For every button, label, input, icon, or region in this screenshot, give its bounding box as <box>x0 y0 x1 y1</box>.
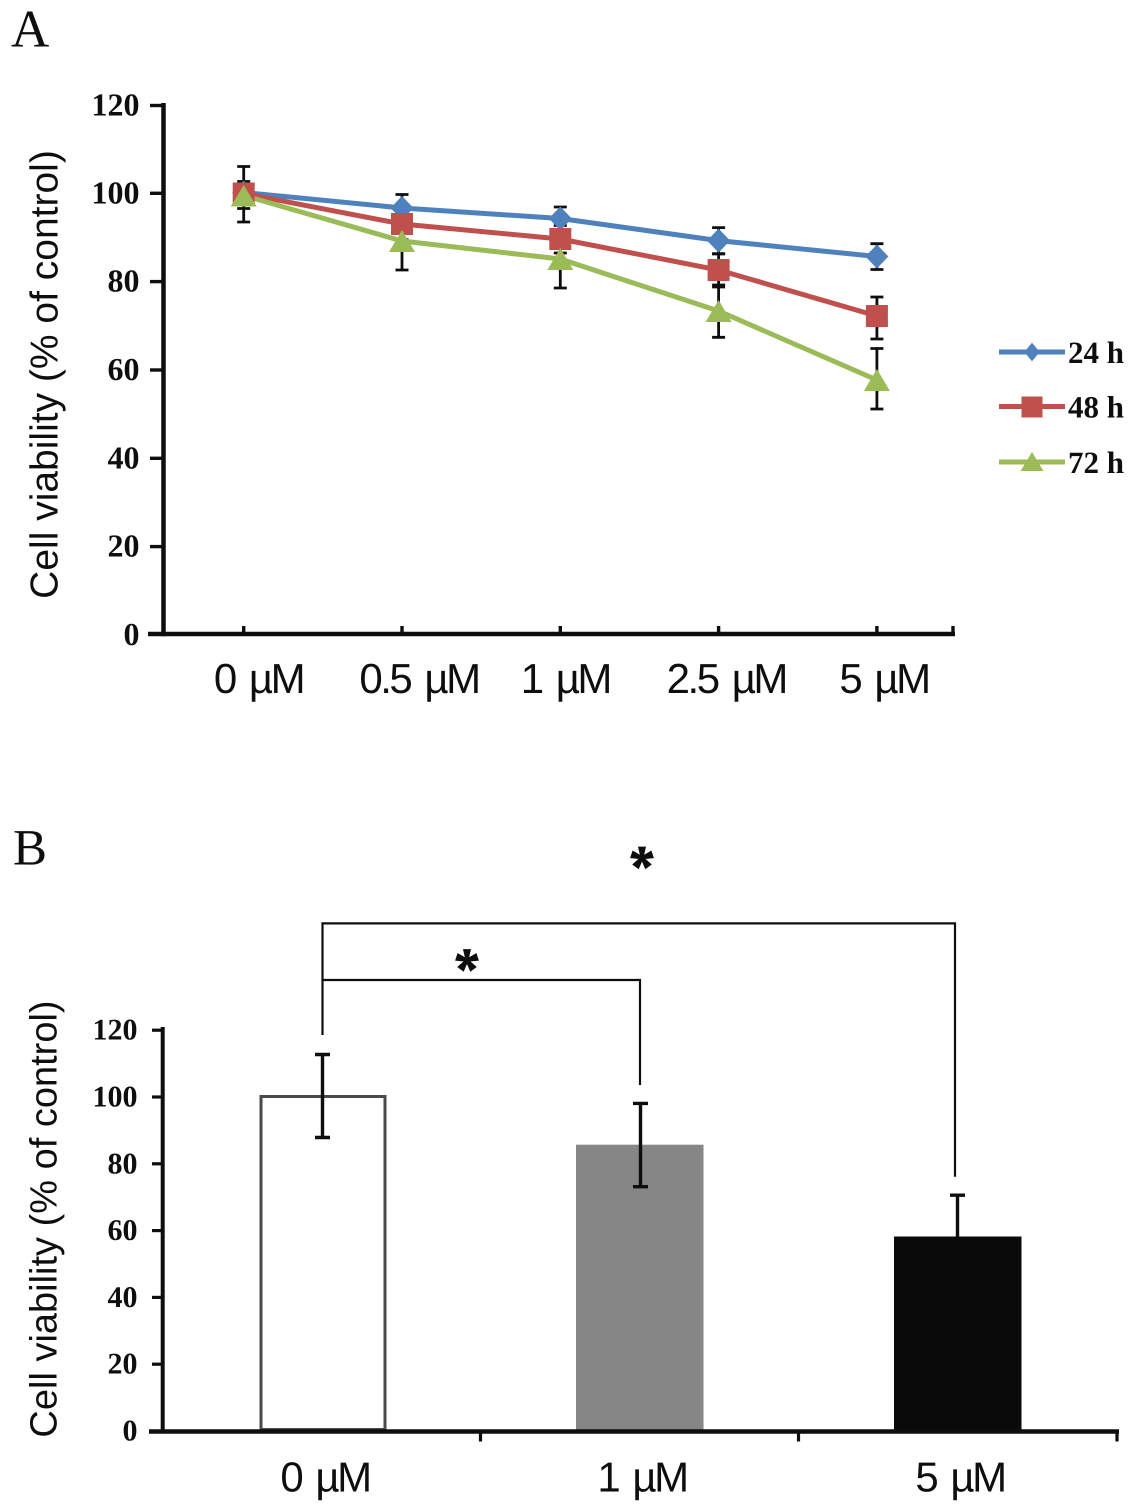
svg-text:80: 80 <box>108 263 140 299</box>
svg-text:100: 100 <box>93 1081 138 1114</box>
svg-text:1 µM: 1 µM <box>521 655 610 702</box>
svg-text:5 µM: 5 µM <box>839 655 928 702</box>
svg-text:120: 120 <box>92 87 140 123</box>
svg-text:60: 60 <box>108 1214 138 1247</box>
svg-text:A: A <box>11 1 49 59</box>
svg-text:120: 120 <box>93 1014 138 1047</box>
svg-text:Cell viability (% of control): Cell viability (% of control) <box>24 150 67 599</box>
svg-text:B: B <box>13 821 47 877</box>
svg-text:1 µM: 1 µM <box>597 1454 686 1501</box>
svg-text:0: 0 <box>124 616 140 652</box>
svg-text:48 h: 48 h <box>1068 390 1124 425</box>
svg-text:20: 20 <box>108 1348 138 1381</box>
svg-text:40: 40 <box>108 1281 138 1314</box>
svg-text:80: 80 <box>108 1147 138 1180</box>
svg-text:Cell viability (% of control): Cell viability (% of control) <box>24 1000 66 1437</box>
svg-text:0.5 µM: 0.5 µM <box>359 655 478 702</box>
svg-text:0 µM: 0 µM <box>280 1454 369 1501</box>
svg-text:72 h: 72 h <box>1068 445 1124 480</box>
svg-text:40: 40 <box>108 439 140 475</box>
svg-text:24 h: 24 h <box>1068 335 1124 370</box>
svg-text:5 µM: 5 µM <box>915 1454 1004 1501</box>
svg-text:20: 20 <box>108 528 140 564</box>
svg-text:0: 0 <box>123 1415 138 1448</box>
svg-text:60: 60 <box>108 351 140 387</box>
svg-text:100: 100 <box>92 174 140 210</box>
svg-text:0 µM: 0 µM <box>214 655 303 702</box>
svg-text:2.5 µM: 2.5 µM <box>667 655 786 702</box>
